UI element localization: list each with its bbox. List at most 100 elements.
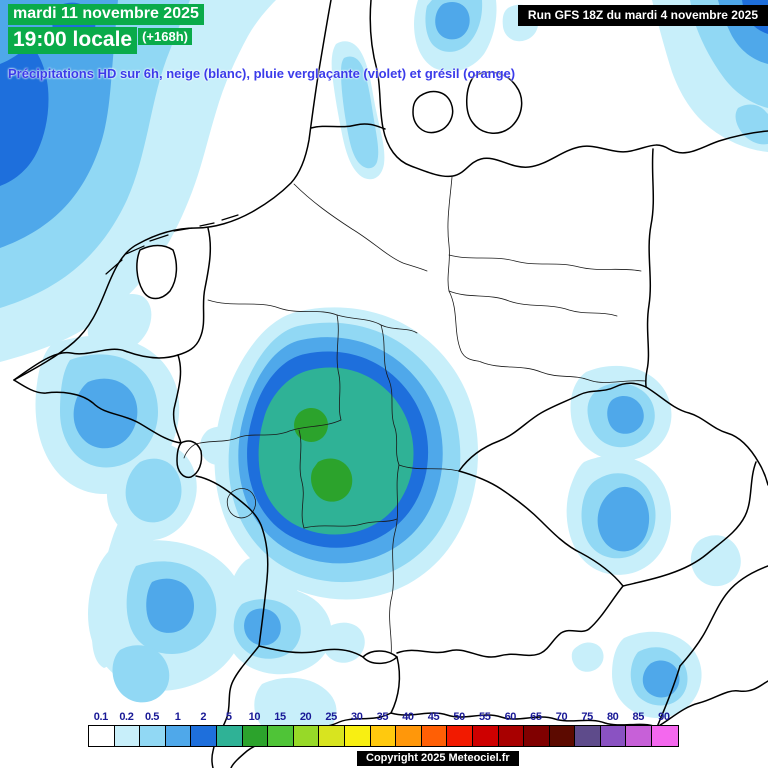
island-funen bbox=[412, 90, 454, 134]
legend-color-swatch bbox=[114, 726, 141, 746]
legend-value: 85 bbox=[632, 711, 645, 723]
border-de-pl bbox=[645, 148, 655, 388]
state-border bbox=[448, 290, 618, 317]
precip-blob bbox=[642, 660, 680, 698]
forecast-date-row: mardi 11 novembre 2025 bbox=[8, 4, 515, 25]
border-de-cz-south bbox=[458, 470, 624, 587]
legend-color-swatch bbox=[216, 726, 243, 746]
state-border bbox=[336, 314, 342, 421]
lake-ijsselmeer bbox=[136, 244, 178, 300]
legend-color-swatch bbox=[293, 726, 320, 746]
precip-blob bbox=[311, 458, 353, 502]
legend-value: 55 bbox=[478, 711, 491, 723]
legend-value: 40 bbox=[402, 711, 414, 723]
precip-blob bbox=[322, 622, 365, 663]
precip-blob bbox=[73, 378, 138, 449]
border-de-ch bbox=[258, 645, 364, 658]
legend-value: 50 bbox=[453, 711, 465, 723]
legend-value: 15 bbox=[274, 711, 286, 723]
island-zealand bbox=[466, 71, 523, 134]
border-at-si bbox=[656, 680, 768, 728]
state-border bbox=[448, 290, 482, 363]
legend-value: 70 bbox=[555, 711, 568, 723]
legend-labels: 0.1 0.2 0.5 1 2 5 10 15 20 25 30 35 40 45 50 55 60 65 70 75… bbox=[88, 710, 679, 725]
state-border bbox=[226, 488, 256, 519]
forecast-time: 19:00 locale bbox=[8, 27, 138, 54]
precip-blob bbox=[244, 608, 281, 646]
legend-color-swatch bbox=[344, 726, 371, 746]
precip-blob bbox=[571, 642, 604, 672]
legend-color-swatch bbox=[652, 726, 678, 746]
border-de-nl bbox=[177, 227, 212, 356]
legend-value: 75 bbox=[581, 711, 593, 723]
precipitation-scale: 0.1 0.2 0.5 1 2 5 10 15 20 25 30 35 40 45 50 55 60 65 70 75… bbox=[88, 710, 679, 747]
precip-blob bbox=[112, 645, 170, 703]
legend-value: 1 bbox=[174, 711, 181, 723]
legend-value: 25 bbox=[325, 711, 337, 723]
legend-value: 2 bbox=[200, 711, 207, 723]
state-border bbox=[303, 518, 398, 529]
legend-value: 90 bbox=[658, 711, 670, 723]
legend-color-swatch bbox=[370, 726, 397, 746]
legend-color-swatch bbox=[472, 726, 499, 746]
legend-bar bbox=[88, 725, 679, 747]
coastline-north-sea bbox=[13, 0, 332, 381]
legend-color-swatch bbox=[524, 726, 550, 746]
border-nl-be bbox=[13, 348, 179, 381]
precip-blob bbox=[258, 367, 414, 535]
precip-blob bbox=[125, 458, 182, 523]
legend-color-swatch bbox=[549, 726, 576, 746]
legend-value: 10 bbox=[248, 711, 261, 723]
wadden-islands bbox=[105, 214, 239, 275]
state-borders bbox=[183, 176, 647, 656]
legend-value: 60 bbox=[504, 711, 517, 723]
legend-color-swatch bbox=[191, 726, 217, 746]
legend-value: 35 bbox=[376, 711, 389, 723]
legend-color-swatch bbox=[165, 726, 192, 746]
legend-color-swatch bbox=[140, 726, 166, 746]
legend-value: 45 bbox=[427, 711, 440, 723]
legend-color-swatch bbox=[421, 726, 448, 746]
state-border bbox=[293, 183, 428, 272]
legend-color-swatch bbox=[626, 726, 653, 746]
border-be-de bbox=[172, 354, 182, 444]
lake-constance bbox=[362, 650, 398, 665]
legend-value: 80 bbox=[606, 711, 619, 723]
legend-color-swatch bbox=[396, 726, 422, 746]
border-cz-east bbox=[622, 461, 757, 587]
precip-blob bbox=[597, 486, 650, 552]
border-luxembourg bbox=[176, 440, 203, 479]
coastline-baltic bbox=[369, 0, 768, 178]
forecast-header: mardi 11 novembre 2025 19:00 locale (+168… bbox=[8, 4, 515, 81]
state-border bbox=[183, 419, 342, 459]
state-border bbox=[447, 176, 453, 292]
border-dk-de bbox=[310, 123, 386, 130]
state-border bbox=[380, 324, 400, 466]
state-border bbox=[298, 429, 305, 529]
legend-value: 0.1 bbox=[93, 711, 108, 723]
precip-blob bbox=[690, 535, 741, 587]
precip-blob bbox=[435, 2, 470, 40]
border-cz-pl bbox=[645, 386, 768, 486]
forecast-hour-offset: (+168h) bbox=[138, 28, 192, 45]
legend-color-swatch bbox=[600, 726, 627, 746]
border-be-fr bbox=[13, 379, 182, 444]
legend-color-swatch bbox=[268, 726, 294, 746]
state-border bbox=[389, 464, 400, 656]
border-at-it bbox=[390, 712, 658, 728]
precip-blob bbox=[341, 56, 379, 169]
legend-value: 0.5 bbox=[144, 711, 160, 723]
legend-color-swatch bbox=[575, 726, 601, 746]
border-de-cz-north bbox=[458, 382, 647, 472]
legend-color-swatch bbox=[89, 726, 115, 746]
border-at-south bbox=[656, 665, 681, 728]
legend-color-swatch bbox=[447, 726, 473, 746]
precip-blob bbox=[294, 408, 328, 442]
legend-value: 0.2 bbox=[119, 711, 134, 723]
legend-color-swatch bbox=[319, 726, 345, 746]
precip-blob bbox=[607, 396, 644, 434]
legend-value: 65 bbox=[530, 711, 542, 723]
border-fr-de bbox=[195, 475, 269, 647]
